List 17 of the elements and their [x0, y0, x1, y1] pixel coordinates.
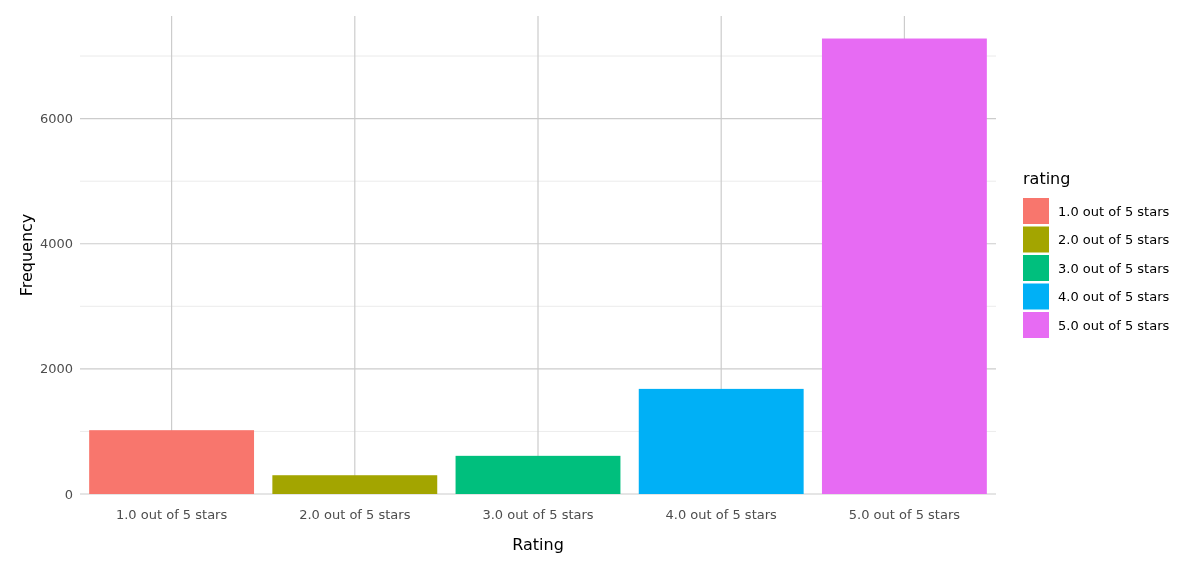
legend-label: 4.0 out of 5 stars: [1058, 289, 1170, 305]
y-tick-label: 4000: [39, 236, 73, 252]
y-tick-label: 2000: [39, 361, 73, 377]
x-axis-title: Rating: [512, 535, 564, 554]
y-axis-title: Frequency: [17, 213, 36, 297]
x-tick-label: 1.0 out of 5 stars: [115, 507, 228, 523]
legend-label: 5.0 out of 5 stars: [1058, 317, 1170, 333]
legend-label: 3.0 out of 5 stars: [1058, 260, 1170, 276]
legend-label: 1.0 out of 5 stars: [1058, 203, 1170, 219]
x-tick-label: 3.0 out of 5 stars: [482, 507, 594, 523]
y-tick-label: 0: [64, 486, 73, 502]
x-tick-label: 5.0 out of 5 stars: [848, 507, 961, 523]
x-tick-label: 4.0 out of 5 stars: [665, 507, 778, 523]
legend-label: 2.0 out of 5 stars: [1058, 232, 1170, 248]
y-tick-label: 6000: [39, 111, 73, 127]
x-tick-label: 2.0 out of 5 stars: [299, 507, 411, 523]
legend-title: rating: [1023, 169, 1071, 188]
